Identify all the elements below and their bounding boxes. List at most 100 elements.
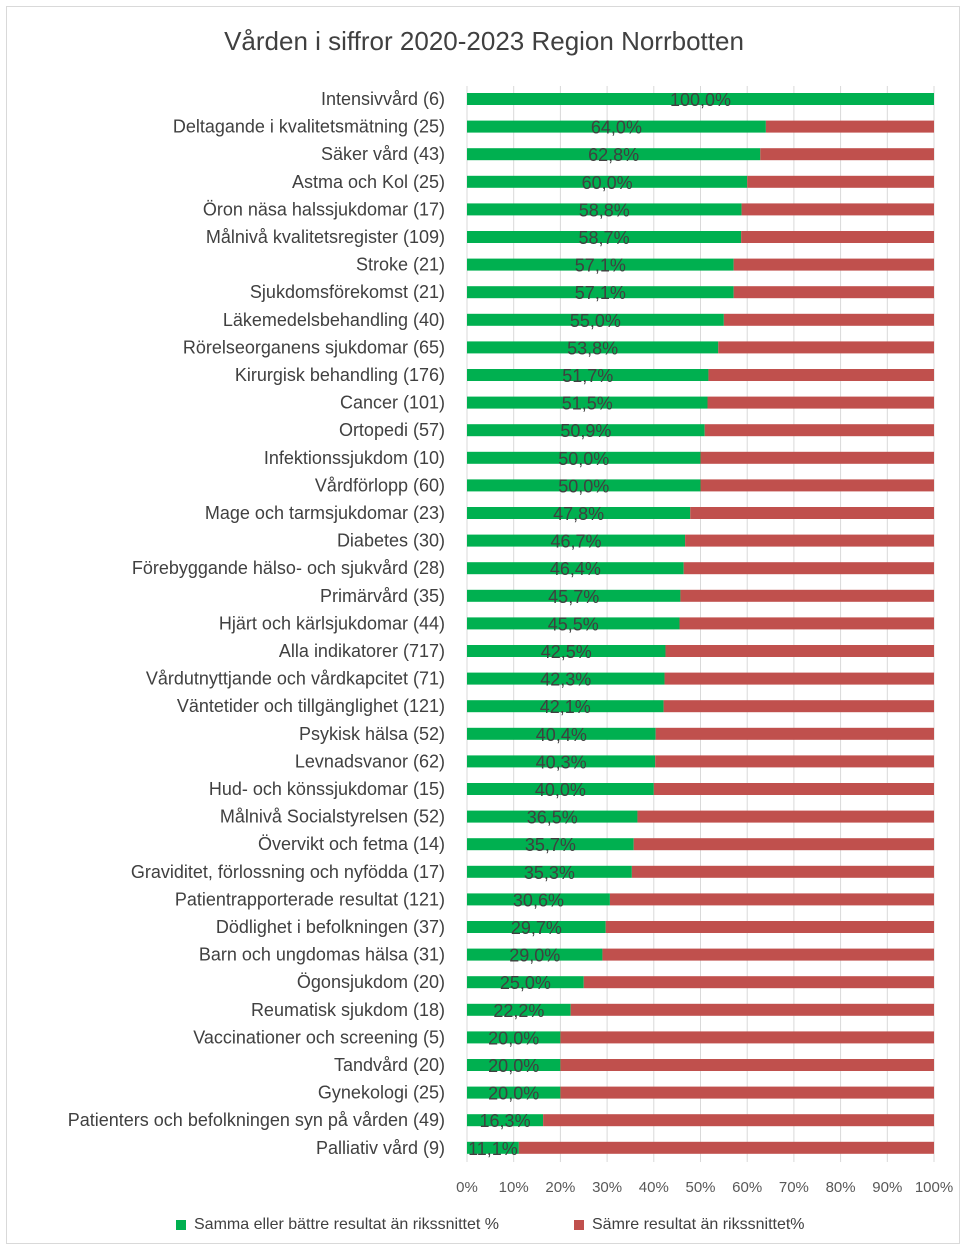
bar-worse xyxy=(665,645,934,657)
category-label: Astma och Kol (25) xyxy=(292,172,445,192)
data-label: 45,7% xyxy=(548,587,599,607)
bar-better xyxy=(467,948,603,961)
category-label: Rörelseorganens sjukdomar (65) xyxy=(183,337,445,357)
category-label: Patientrapporterade resultat (121) xyxy=(175,889,445,909)
category-label: Vårdutnyttjande och vårdkapcitet (71) xyxy=(146,669,445,689)
bar-worse xyxy=(718,341,934,354)
bar-worse xyxy=(708,369,934,381)
data-label: 50,0% xyxy=(558,449,609,469)
bar-worse xyxy=(655,727,934,740)
legend-swatch-worse xyxy=(574,1220,584,1230)
bar-worse xyxy=(560,1086,934,1099)
bar-better xyxy=(467,1086,561,1099)
data-label: 62,8% xyxy=(588,145,639,165)
data-label: 46,7% xyxy=(551,532,602,552)
data-label: 42,5% xyxy=(541,642,592,662)
data-label: 30,6% xyxy=(513,890,564,910)
bar-better xyxy=(467,424,705,437)
category-label: Hjärt och kärlsjukdomar (44) xyxy=(219,613,445,633)
bar-worse xyxy=(690,507,934,519)
bar-better xyxy=(467,341,719,354)
category-label: Intensivvård (6) xyxy=(321,89,445,109)
data-label: 20,0% xyxy=(488,1084,539,1104)
x-tick-label: 30% xyxy=(592,1179,622,1196)
category-label: Reumatisk sjukdom (18) xyxy=(251,1000,445,1020)
data-label: 29,7% xyxy=(511,918,562,938)
x-tick-label: 90% xyxy=(872,1179,902,1196)
bar-worse xyxy=(631,865,934,878)
bar-better xyxy=(467,507,691,519)
bar-better xyxy=(467,645,666,657)
data-label: 47,8% xyxy=(553,504,604,524)
bar-worse xyxy=(700,451,934,464)
x-tick-label: 100% xyxy=(915,1179,953,1196)
bar-worse xyxy=(518,1141,934,1154)
category-label: Sjukdomsförekomst (21) xyxy=(250,282,445,302)
data-label: 57,1% xyxy=(575,256,626,276)
category-label: Primärvård (35) xyxy=(320,586,445,606)
bar-worse xyxy=(700,479,934,492)
bar-worse xyxy=(685,534,934,547)
bar-better xyxy=(467,175,748,188)
data-label: 25,0% xyxy=(500,973,551,993)
x-tick-label: 80% xyxy=(826,1179,856,1196)
category-label: Hud- och könssjukdomar (15) xyxy=(209,779,445,799)
bar-worse xyxy=(760,148,934,161)
bar-better xyxy=(467,562,684,575)
legend-swatch-better xyxy=(176,1220,186,1230)
bar-better xyxy=(467,921,606,933)
x-tick-label: 70% xyxy=(779,1179,809,1196)
bar-worse xyxy=(741,203,934,216)
x-tick-label: 10% xyxy=(499,1179,529,1196)
data-label: 53,8% xyxy=(567,338,618,358)
bar-better xyxy=(467,369,709,381)
category-label: Gynekologi (25) xyxy=(318,1083,445,1103)
legend-label-better: Samma eller bättre resultat än rikssnitt… xyxy=(194,1216,500,1233)
data-label: 100,0% xyxy=(670,90,731,110)
bar-better xyxy=(467,534,686,547)
bar-better xyxy=(467,672,665,685)
bar-worse xyxy=(723,313,934,326)
data-label: 40,4% xyxy=(536,725,587,745)
bar-worse xyxy=(704,424,934,437)
bar-better xyxy=(467,258,734,271)
bar-worse xyxy=(655,755,934,768)
bar-better xyxy=(467,1031,561,1044)
data-label: 55,0% xyxy=(570,311,621,331)
bar-worse xyxy=(570,1003,934,1016)
bar-better xyxy=(467,1141,519,1154)
bar-worse xyxy=(747,175,934,188)
bar-better xyxy=(467,286,734,299)
bar-better xyxy=(467,451,701,464)
data-label: 22,2% xyxy=(493,1001,544,1021)
bar-worse xyxy=(741,231,934,243)
category-label: Mage och tarmsjukdomar (23) xyxy=(205,503,445,523)
legend-item-worse: Sämre resultat än rikssnittet% xyxy=(574,1216,805,1234)
bar-worse xyxy=(679,617,934,630)
bar-worse xyxy=(637,810,934,823)
bar-better xyxy=(467,589,681,602)
bar-worse xyxy=(707,396,934,409)
data-label: 20,0% xyxy=(488,1056,539,1076)
bar-better xyxy=(467,755,656,768)
data-label: 16,3% xyxy=(480,1111,531,1131)
x-tick-label: 0% xyxy=(456,1179,478,1196)
bar-better xyxy=(467,1003,571,1016)
bar-better xyxy=(467,231,742,243)
category-label: Ortopedi (57) xyxy=(339,420,445,440)
bar-worse xyxy=(543,1114,934,1127)
category-label: Väntetider och tillgänglighet (121) xyxy=(177,696,445,716)
category-label: Psykisk hälsa (52) xyxy=(299,724,445,744)
bar-better xyxy=(467,313,724,326)
data-label: 11,1% xyxy=(468,1139,518,1159)
data-label: 51,7% xyxy=(562,366,613,386)
category-label: Tandvård (20) xyxy=(334,1055,445,1075)
category-label: Säker vård (43) xyxy=(321,144,445,164)
data-label: 20,0% xyxy=(488,1028,539,1048)
category-label: Stroke (21) xyxy=(356,255,445,275)
bar-worse xyxy=(560,1059,934,1071)
bar-worse xyxy=(683,562,934,575)
data-label: 50,9% xyxy=(560,421,611,441)
category-label: Diabetes (30) xyxy=(337,531,445,551)
